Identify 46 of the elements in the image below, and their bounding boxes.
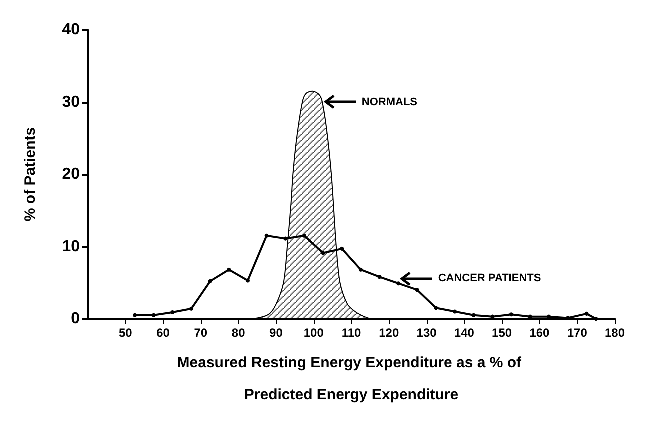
point: [358, 268, 363, 272]
point: [396, 282, 401, 286]
y-tick-label: 10: [62, 238, 80, 256]
point: [594, 317, 598, 321]
point: [321, 251, 326, 256]
point: [509, 312, 514, 317]
y-axis-title: % of Patients: [22, 127, 39, 222]
point: [378, 275, 382, 280]
point: [434, 306, 438, 310]
x-tick-label: 70: [194, 326, 208, 340]
x-tick-label: 80: [232, 326, 246, 340]
x-tick-label: 50: [118, 326, 133, 340]
point: [208, 279, 212, 284]
point: [415, 288, 420, 292]
point: [190, 306, 194, 311]
x-tick-label: 100: [304, 326, 324, 340]
x-tick-label: 120: [379, 326, 400, 340]
legend-label: CANCER PATIENTS: [438, 272, 542, 285]
point: [302, 234, 306, 238]
y-tick-label: 40: [62, 22, 80, 38]
x-tick-label: 60: [156, 326, 170, 340]
y-tick-label: 0: [71, 310, 80, 328]
point: [152, 313, 156, 318]
point: [584, 312, 589, 316]
point: [472, 313, 476, 318]
point: [133, 313, 138, 318]
point: [170, 310, 175, 314]
y-tick-label: 20: [62, 166, 80, 183]
x-tick-label: 110: [342, 326, 362, 340]
point: [453, 310, 458, 314]
x-tick-label: 150: [492, 326, 512, 340]
point: [340, 246, 344, 251]
point: [246, 278, 250, 283]
x-tick-label: 160: [530, 326, 550, 340]
x-tick-label: 170: [567, 326, 588, 340]
point: [284, 236, 288, 241]
legend-label: NORMALS: [362, 96, 418, 108]
x-tick-label: 90: [270, 326, 284, 340]
point: [264, 234, 269, 238]
x-axis-title: Measured Resting Energy Expenditure as a % of Predicted Energy Expenditure: [177, 354, 526, 404]
x-tick-label: 130: [416, 326, 438, 340]
x-tick-label: 140: [454, 326, 475, 340]
point: [227, 268, 232, 272]
point: [566, 316, 570, 320]
y-tick-label: 30: [62, 94, 80, 111]
x-tick-label: 180: [604, 326, 626, 340]
